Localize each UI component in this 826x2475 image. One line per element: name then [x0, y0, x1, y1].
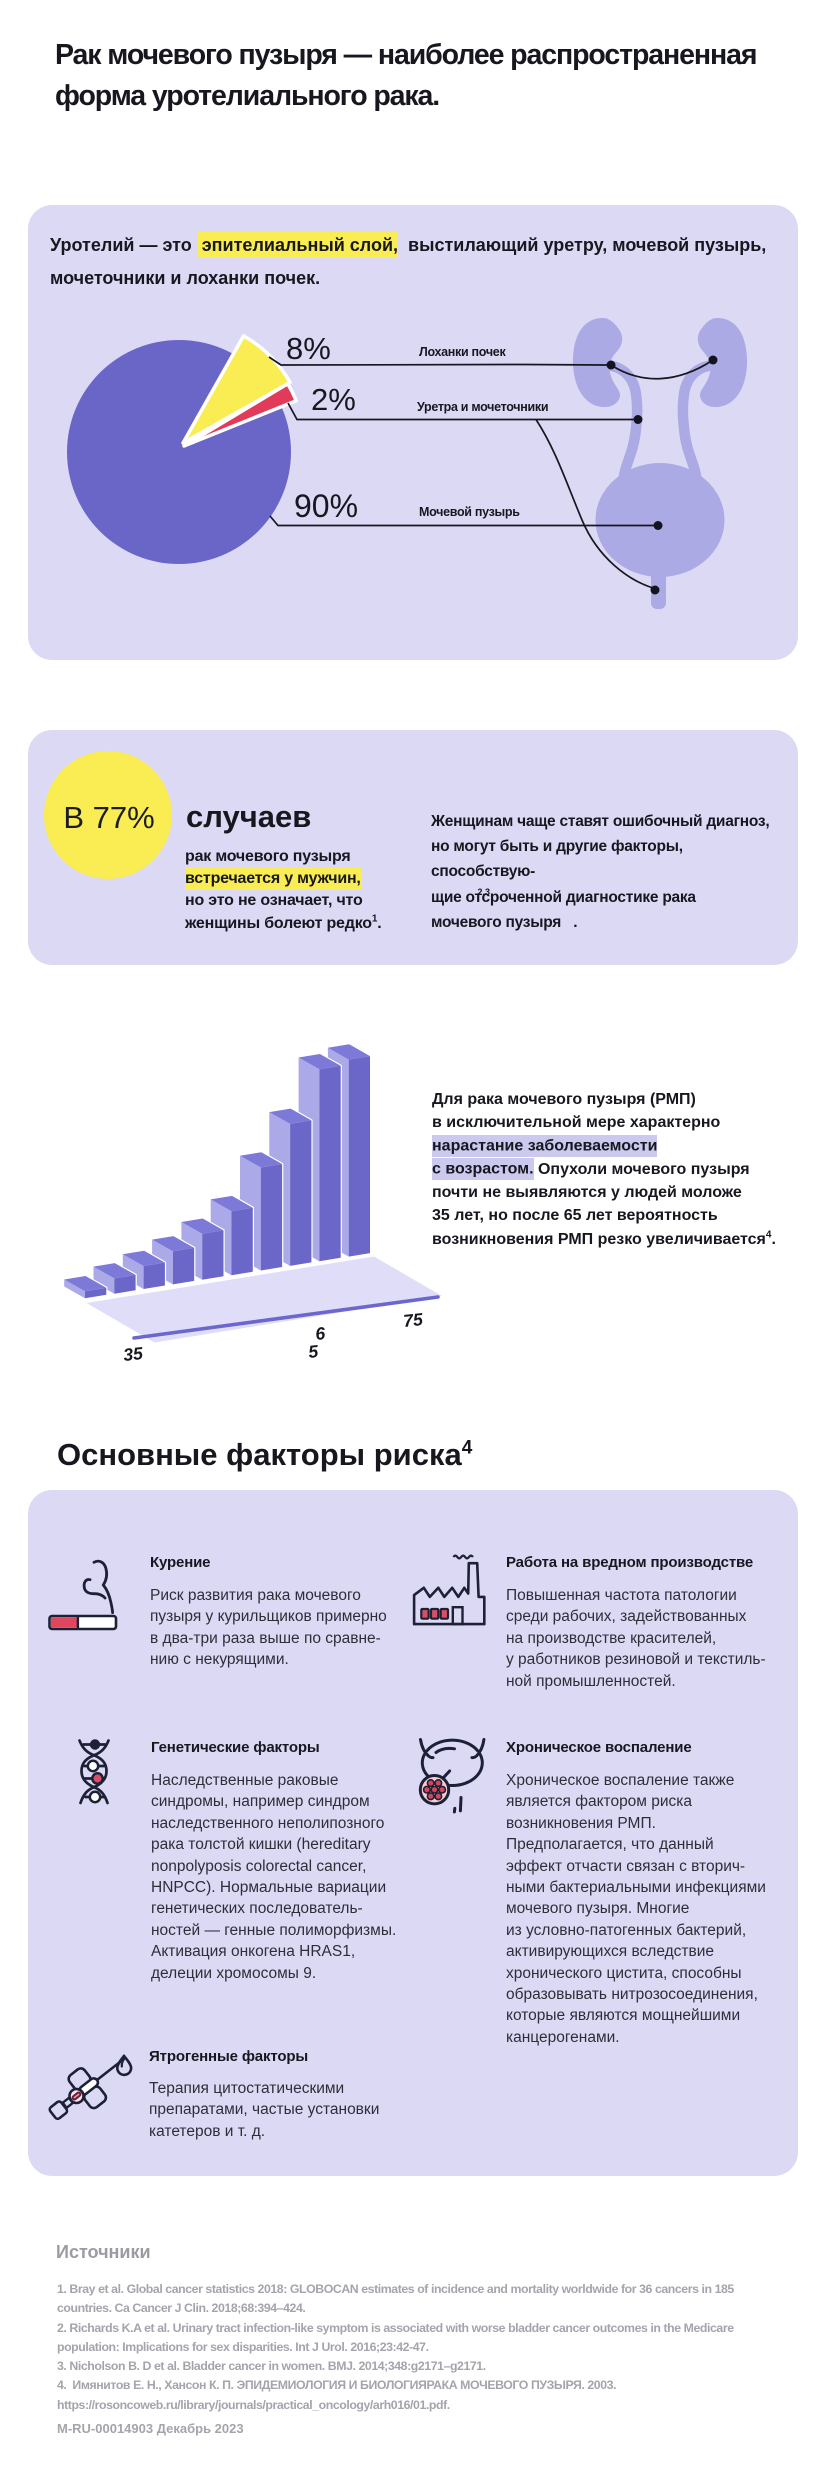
svg-text:90%: 90%	[294, 488, 358, 524]
svg-text:5: 5	[307, 1341, 319, 1362]
svg-text:75: 75	[402, 1309, 424, 1331]
svg-text:35: 35	[122, 1343, 144, 1365]
svg-text:6: 6	[314, 1323, 326, 1344]
svg-text:2%: 2%	[311, 382, 356, 417]
svg-text:8%: 8%	[286, 331, 331, 366]
